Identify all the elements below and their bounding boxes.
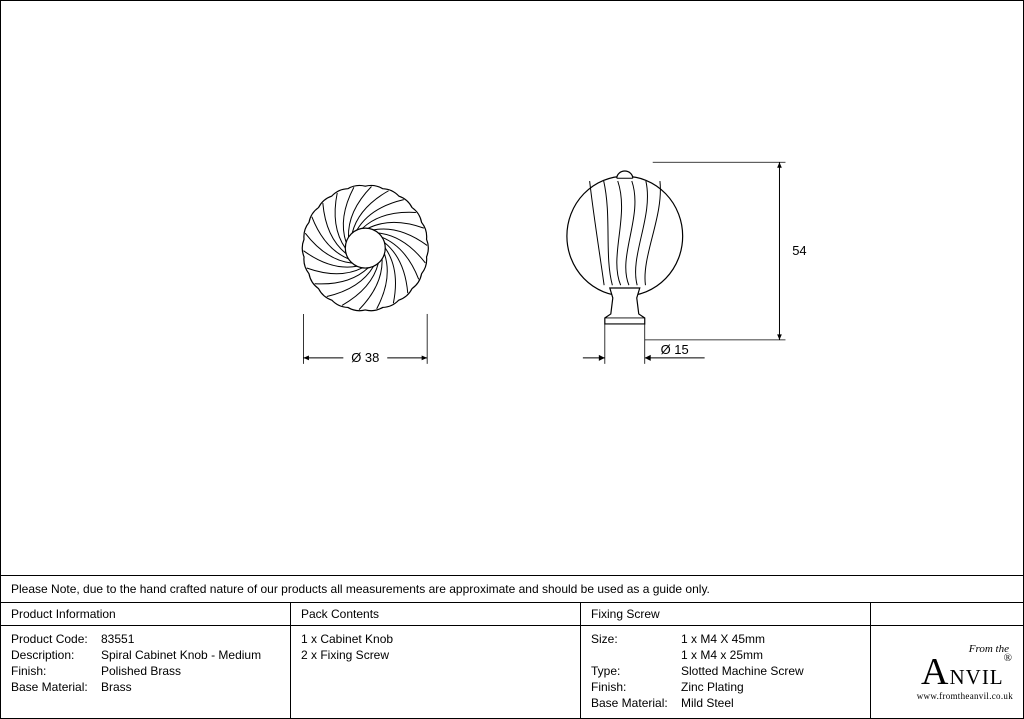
fixing-type: Slotted Machine Screw: [681, 664, 860, 678]
fixing-type-label: Type:: [591, 664, 681, 678]
page-frame: Ø 38 Ø 15 54 Please Note, due to the hand …: [0, 0, 1024, 719]
fixing-size-1: 1 x M4 X 45mm: [681, 632, 860, 646]
front-view: Ø 38: [302, 185, 428, 365]
product-desc: Spiral Cabinet Knob - Medium: [101, 648, 280, 662]
fixing-size-spacer: [591, 648, 681, 662]
table-headers: Product Information Pack Contents Fixing…: [1, 602, 1023, 625]
pack-contents-cell: 1 x Cabinet Knob 2 x Fixing Screw: [291, 626, 581, 718]
pack-line-2: 2 x Fixing Screw: [301, 648, 570, 662]
product-desc-label: Description:: [11, 648, 101, 662]
logo-cell: From the Anvil® www.fromtheanvil.co.uk: [871, 626, 1023, 718]
product-base: Brass: [101, 680, 280, 694]
fixing-base-label: Base Material:: [591, 696, 681, 710]
header-product-info: Product Information: [1, 603, 291, 625]
svg-text:Ø 15: Ø 15: [661, 342, 689, 357]
header-logo-spacer: [871, 603, 1023, 625]
svg-text:Ø 38: Ø 38: [351, 350, 379, 365]
product-finish: Polished Brass: [101, 664, 280, 678]
technical-drawing: Ø 38 Ø 15 54: [1, 1, 1023, 575]
note-text: Please Note, due to the hand crafted nat…: [11, 582, 710, 596]
product-base-label: Base Material:: [11, 680, 101, 694]
product-info-cell: Product Code:83551 Description:Spiral Ca…: [1, 626, 291, 718]
product-finish-label: Finish:: [11, 664, 101, 678]
logo-url: www.fromtheanvil.co.uk: [917, 691, 1013, 701]
table-data-row: Product Code:83551 Description:Spiral Ca…: [1, 625, 1023, 718]
header-pack-contents: Pack Contents: [291, 603, 581, 625]
pack-line-1: 1 x Cabinet Knob: [301, 632, 570, 646]
fixing-base: Mild Steel: [681, 696, 860, 710]
fixing-screw-cell: Size:1 x M4 X 45mm 1 x M4 x 25mm Type:Sl…: [581, 626, 871, 718]
note-row: Please Note, due to the hand crafted nat…: [1, 575, 1023, 602]
fixing-finish-label: Finish:: [591, 680, 681, 694]
svg-text:54: 54: [792, 243, 806, 258]
fixing-size-label: Size:: [591, 632, 681, 646]
fixing-finish: Zinc Plating: [681, 680, 860, 694]
logo-main: Anvil®: [921, 653, 1013, 691]
product-code-label: Product Code:: [11, 632, 101, 646]
drawing-area: Ø 38 Ø 15 54: [1, 1, 1023, 575]
product-code: 83551: [101, 632, 280, 646]
header-fixing-screw: Fixing Screw: [581, 603, 871, 625]
side-view: Ø 15 54: [567, 162, 814, 364]
fixing-size-2: 1 x M4 x 25mm: [681, 648, 860, 662]
